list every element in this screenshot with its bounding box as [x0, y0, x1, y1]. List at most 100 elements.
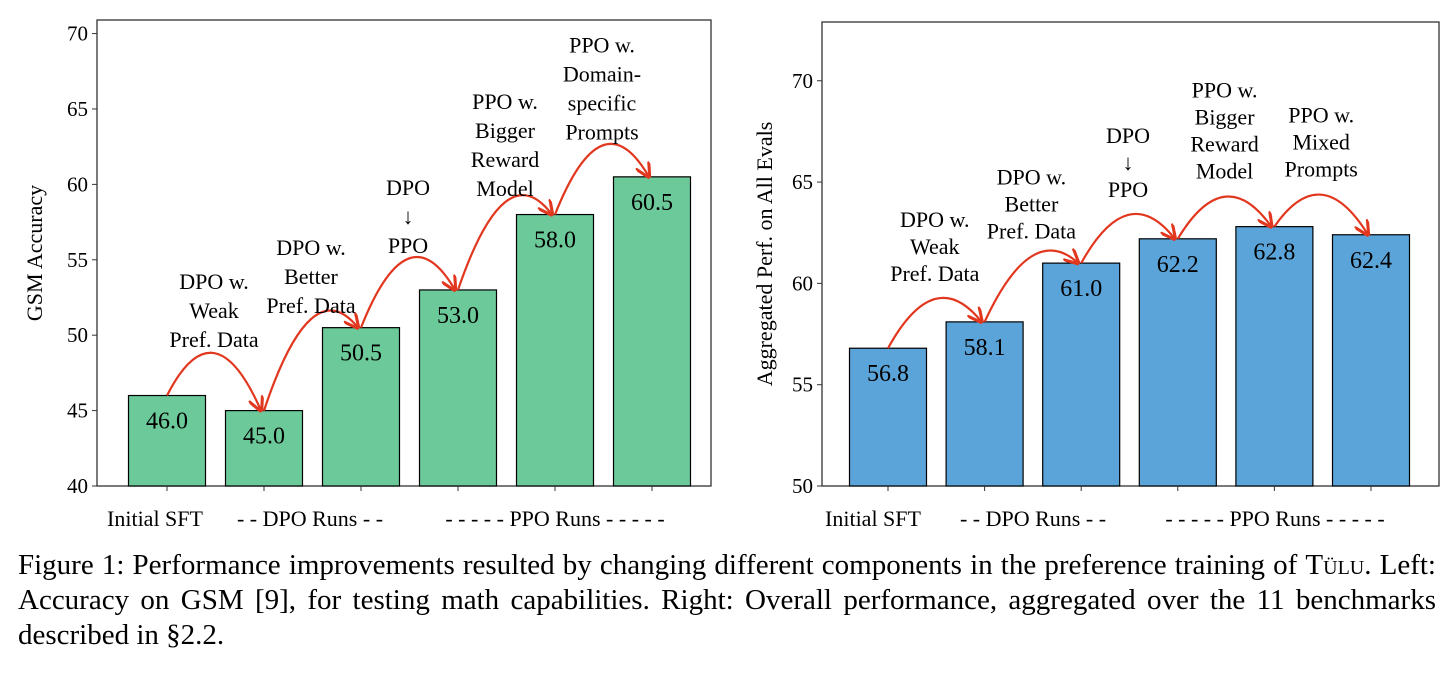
- transition-arrow: [983, 251, 1079, 323]
- annotation-line: DPO w.: [900, 207, 969, 232]
- x-group-label: - - DPO Runs - -: [960, 506, 1106, 531]
- annotation: DPO ↓ PPO: [386, 175, 430, 258]
- y-tick-label: 55: [792, 373, 813, 397]
- y-tick-label: 60: [67, 172, 88, 196]
- annotation-line: Pref. Data: [169, 327, 258, 352]
- left-chart: 40 45 50 55 60 65 70 GSM Accuracy 46.0 45.0 50.5 53…: [22, 19, 712, 531]
- annotation-line: Bigger: [475, 118, 536, 143]
- transition-arrow: [887, 296, 982, 349]
- bar-value-label: 50.5: [340, 341, 382, 367]
- annotation-line: PPO w.: [1192, 78, 1258, 103]
- bar: [612, 176, 692, 487]
- bar-value-label: 60.5: [631, 190, 673, 216]
- annotation-line: Prompts: [1285, 157, 1358, 182]
- figure-charts: 40 45 50 55 60 65 70 GSM Accuracy 46.0 45.0 50.5 53…: [22, 19, 1440, 531]
- bar-value-label: 62.2: [1157, 252, 1199, 278]
- annotation-line: PPO w.: [472, 89, 538, 114]
- bar: [1042, 262, 1121, 487]
- annotation-line: Model: [1196, 159, 1253, 184]
- bar-value-label: 56.8: [867, 361, 909, 387]
- figure-caption: Figure 1: Performance improvements resul…: [18, 548, 1436, 653]
- bar-value-label: 62.8: [1253, 240, 1295, 266]
- transition-arrow: [1176, 195, 1272, 240]
- annotation: PPO w. Domain-specific Prompts: [563, 33, 641, 145]
- bar: [945, 321, 1024, 487]
- bar-value-label: 46.0: [146, 409, 188, 435]
- bar-value-label: 58.1: [964, 335, 1006, 361]
- annotation: DPO w. Weak Pref. Data: [169, 269, 258, 352]
- annotation-line: Weak: [189, 298, 239, 323]
- annotation-line: Better: [284, 264, 338, 289]
- bar-value-label: 61.0: [1060, 276, 1102, 302]
- transition-arrow: [1080, 212, 1175, 264]
- left-y-axis-label: GSM Accuracy: [22, 185, 47, 321]
- transition-arrow: [359, 256, 455, 329]
- caption-tulu: Tülu: [1305, 549, 1365, 581]
- x-group-label: - - DPO Runs - -: [237, 506, 383, 531]
- left-axes-frame: [96, 19, 712, 487]
- annotation-line: ↓: [1123, 150, 1134, 175]
- y-tick-label: 55: [67, 248, 88, 272]
- y-tick-label: 65: [792, 170, 813, 194]
- transition-arrow: [166, 351, 261, 411]
- right-axes-frame: [821, 21, 1440, 487]
- y-tick-label: 40: [67, 474, 88, 498]
- annotation-line: Bigger: [1195, 105, 1256, 130]
- annotation-line: DPO: [386, 175, 430, 200]
- annotation: DPO w. Better Pref. Data: [266, 235, 355, 318]
- x-group-label: - - - - - PPO Runs - - - - -: [1165, 506, 1384, 531]
- bar-value-label: 45.0: [243, 424, 285, 450]
- x-group-label: Initial SFT: [107, 506, 204, 531]
- annotation-line: Pref. Data: [890, 261, 979, 286]
- annotation-line: Domain-: [563, 62, 641, 87]
- annotation-line: PPO: [388, 233, 428, 258]
- annotation-line: Reward: [1190, 132, 1258, 157]
- annotation-line: Mixed: [1292, 130, 1349, 155]
- bar: [515, 213, 595, 487]
- annotation-line: DPO: [1106, 123, 1150, 148]
- y-tick-label: 70: [67, 22, 88, 46]
- annotation-line: DPO w.: [997, 164, 1066, 189]
- annotation-line: Reward: [471, 147, 539, 172]
- bar: [418, 289, 498, 487]
- annotation: PPO w. Bigger Reward Model: [471, 89, 539, 201]
- y-tick-label: 50: [792, 474, 813, 498]
- annotation-line: Model: [476, 176, 533, 201]
- annotation-line: Pref. Data: [987, 218, 1076, 243]
- annotation-line: PPO w.: [1288, 103, 1354, 128]
- x-group-label: Initial SFT: [825, 506, 922, 531]
- annotation-line: DPO w.: [276, 235, 345, 260]
- transition-arrow: [553, 142, 649, 215]
- annotation-line: DPO w.: [179, 269, 248, 294]
- annotation-line: Better: [1005, 191, 1059, 216]
- annotation-line: Pref. Data: [266, 293, 355, 318]
- x-group-label: - - - - - PPO Runs - - - - -: [445, 506, 664, 531]
- y-tick-label: 45: [67, 399, 88, 423]
- bar: [1331, 234, 1411, 487]
- right-y-axis-label: Aggregated Perf. on All Evals: [752, 122, 777, 387]
- annotation-line: Prompts: [565, 120, 638, 145]
- annotation: DPO↓PPO: [1106, 123, 1150, 202]
- annotation-line: Weak: [910, 234, 960, 259]
- y-tick-label: 50: [67, 323, 88, 347]
- bar-value-label: 62.4: [1350, 248, 1392, 274]
- transition-arrow: [456, 194, 552, 291]
- transition-arrow: [1273, 193, 1368, 235]
- annotation-line: ↓: [403, 204, 414, 229]
- caption-prefix: Figure 1: Performance improvements resul…: [18, 549, 1306, 581]
- bar: [1138, 238, 1217, 487]
- annotation-line: specific: [568, 91, 637, 116]
- bar-value-label: 58.0: [534, 228, 576, 254]
- caption-rest: . Left: Accuracy on GSM [9], for testing…: [18, 549, 1436, 651]
- y-tick-label: 70: [792, 69, 813, 93]
- y-tick-label: 65: [67, 97, 88, 121]
- y-tick-label: 60: [792, 271, 813, 295]
- right-chart: 50 55 60 65 70 Aggregated Perf. on All Evals 5…: [752, 21, 1440, 531]
- bar-value-label: 53.0: [437, 303, 479, 329]
- annotation-line: PPO w.: [569, 33, 635, 58]
- transition-arrow: [262, 309, 358, 411]
